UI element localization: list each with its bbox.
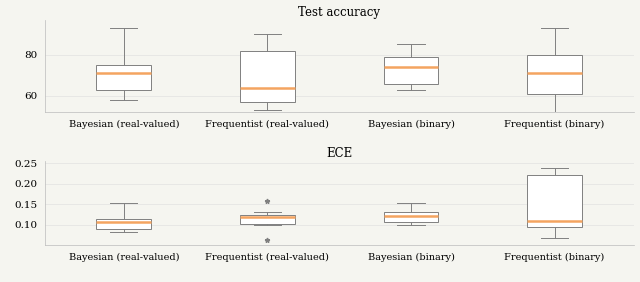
PathPatch shape	[240, 51, 294, 102]
PathPatch shape	[384, 57, 438, 83]
Title: Test accuracy: Test accuracy	[298, 6, 380, 19]
PathPatch shape	[384, 212, 438, 221]
PathPatch shape	[240, 215, 294, 224]
PathPatch shape	[97, 219, 151, 229]
PathPatch shape	[527, 55, 582, 94]
Title: ECE: ECE	[326, 147, 353, 160]
PathPatch shape	[97, 65, 151, 90]
PathPatch shape	[527, 175, 582, 227]
